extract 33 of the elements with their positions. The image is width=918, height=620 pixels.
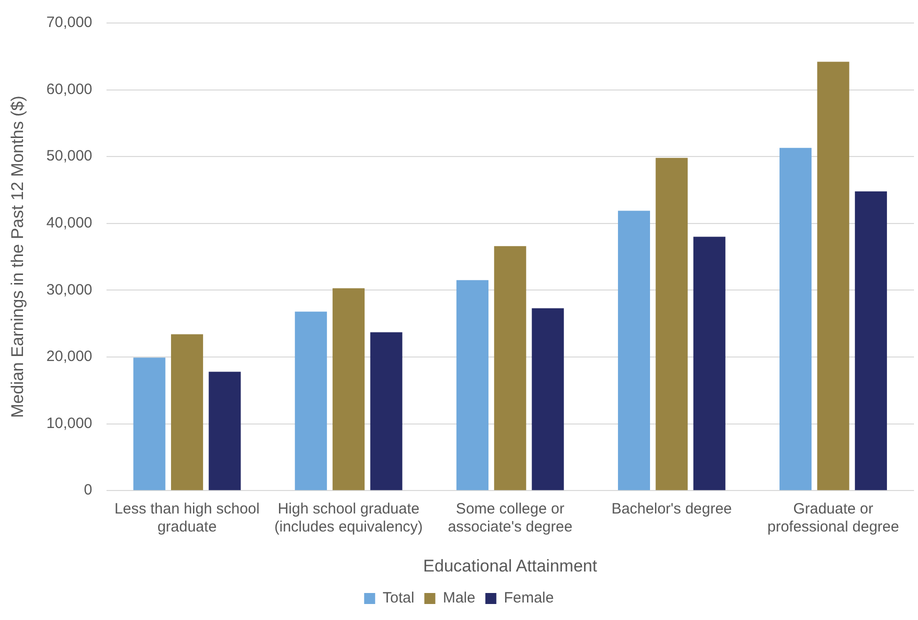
bar [656,158,688,490]
bar [133,358,166,490]
x-tick-label: High school graduate (includes equivalency) [274,500,423,536]
bar [332,288,365,490]
bar [171,334,204,490]
x-tick-label: Bachelor's degree [611,500,732,518]
y-tick-label: 10,000 [46,414,92,432]
x-tick-label: Less than high school graduate [114,500,260,536]
x-tick-label: Graduate or professional degree [767,500,900,536]
bar [780,148,812,490]
x-tick-label: Some college or associate's degree [448,500,572,536]
bar [854,191,887,490]
bar [693,236,726,490]
bar [494,246,526,490]
bar [817,62,850,490]
bar [618,210,650,490]
bar [532,308,564,490]
y-tick-label: 0 [84,482,92,499]
y-tick-label: 50,000 [46,148,92,165]
legend-label: Total [382,590,414,607]
y-tick-label: 20,000 [46,348,92,366]
bar [456,280,488,490]
y-axis-title: Median Earnings in the Past 12 Months ($) [8,96,27,418]
legend-label: Female [504,590,554,607]
y-tick-label: 30,000 [46,281,92,298]
x-axis-title: Educational Attainment [423,556,598,576]
bar [294,312,327,490]
bar [370,332,402,490]
legend-label: Male [442,590,476,607]
y-tick-label: 40,000 [46,214,92,232]
bar [208,372,241,490]
y-tick-label: 60,000 [46,80,92,98]
y-tick-label: 70,000 [46,14,92,32]
